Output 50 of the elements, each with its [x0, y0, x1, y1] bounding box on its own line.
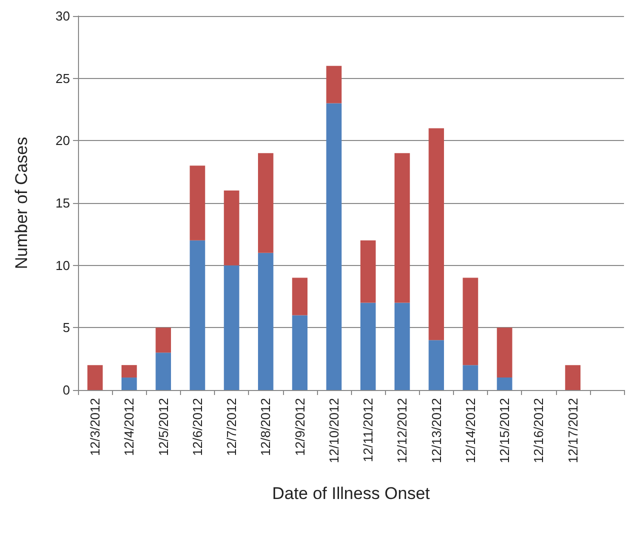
y-tick-label: 0: [62, 382, 70, 398]
bar: [326, 66, 342, 104]
x-tick-label: 12/5/2012: [156, 398, 171, 456]
bar: [258, 153, 274, 253]
bar: [394, 302, 410, 390]
bar: [565, 365, 580, 390]
bar: [462, 278, 478, 366]
x-tick-label: 12/4/2012: [122, 398, 137, 456]
x-tick-label: 12/15/2012: [497, 398, 512, 464]
x-tick-label: 12/10/2012: [326, 398, 342, 464]
x-tick-label: 12/3/2012: [88, 398, 103, 456]
bar: [224, 265, 240, 390]
bar: [462, 365, 478, 390]
bar: [190, 240, 206, 390]
bar: [122, 365, 137, 378]
y-tick-label: 10: [56, 258, 70, 273]
bar: [292, 315, 308, 390]
x-tick-label: 12/7/2012: [224, 398, 240, 456]
bar: [156, 328, 171, 353]
bar: [156, 352, 171, 390]
y-tick-label: 15: [56, 196, 70, 210]
bar: [326, 103, 342, 390]
bar: [428, 340, 444, 390]
bar: [190, 166, 206, 240]
x-tick-label: 12/14/2012: [462, 398, 478, 464]
y-tick-label: 5: [62, 320, 70, 336]
x-tick-label: 12/16/2012: [531, 398, 546, 464]
bar: [360, 302, 376, 390]
bar: [428, 128, 444, 340]
bar: [122, 378, 137, 390]
x-tick-label: 12/11/2012: [360, 398, 376, 462]
x-tick-label: 12/13/2012: [428, 398, 444, 464]
bar: [87, 365, 103, 390]
bar: [496, 378, 512, 390]
y-tick-label: 25: [56, 70, 70, 86]
x-tick-label: 12/8/2012: [258, 398, 274, 456]
x-tick-label: 12/9/2012: [292, 398, 308, 456]
bar: [496, 328, 512, 378]
x-tick-label: 12/17/2012: [565, 398, 580, 464]
x-tick-label: 12/12/2012: [394, 398, 410, 464]
bar: [224, 190, 240, 266]
y-tick-label: 20: [56, 133, 70, 148]
y-tick-label: 30: [56, 8, 70, 24]
x-axis-title: Date of Illness Onset: [272, 484, 430, 503]
bar: [258, 252, 274, 390]
x-tick-label: 12/6/2012: [190, 398, 205, 456]
bar: [292, 278, 308, 316]
y-axis-title: Number of Cases: [12, 136, 31, 270]
bar: [394, 153, 410, 303]
bar: [360, 240, 376, 303]
